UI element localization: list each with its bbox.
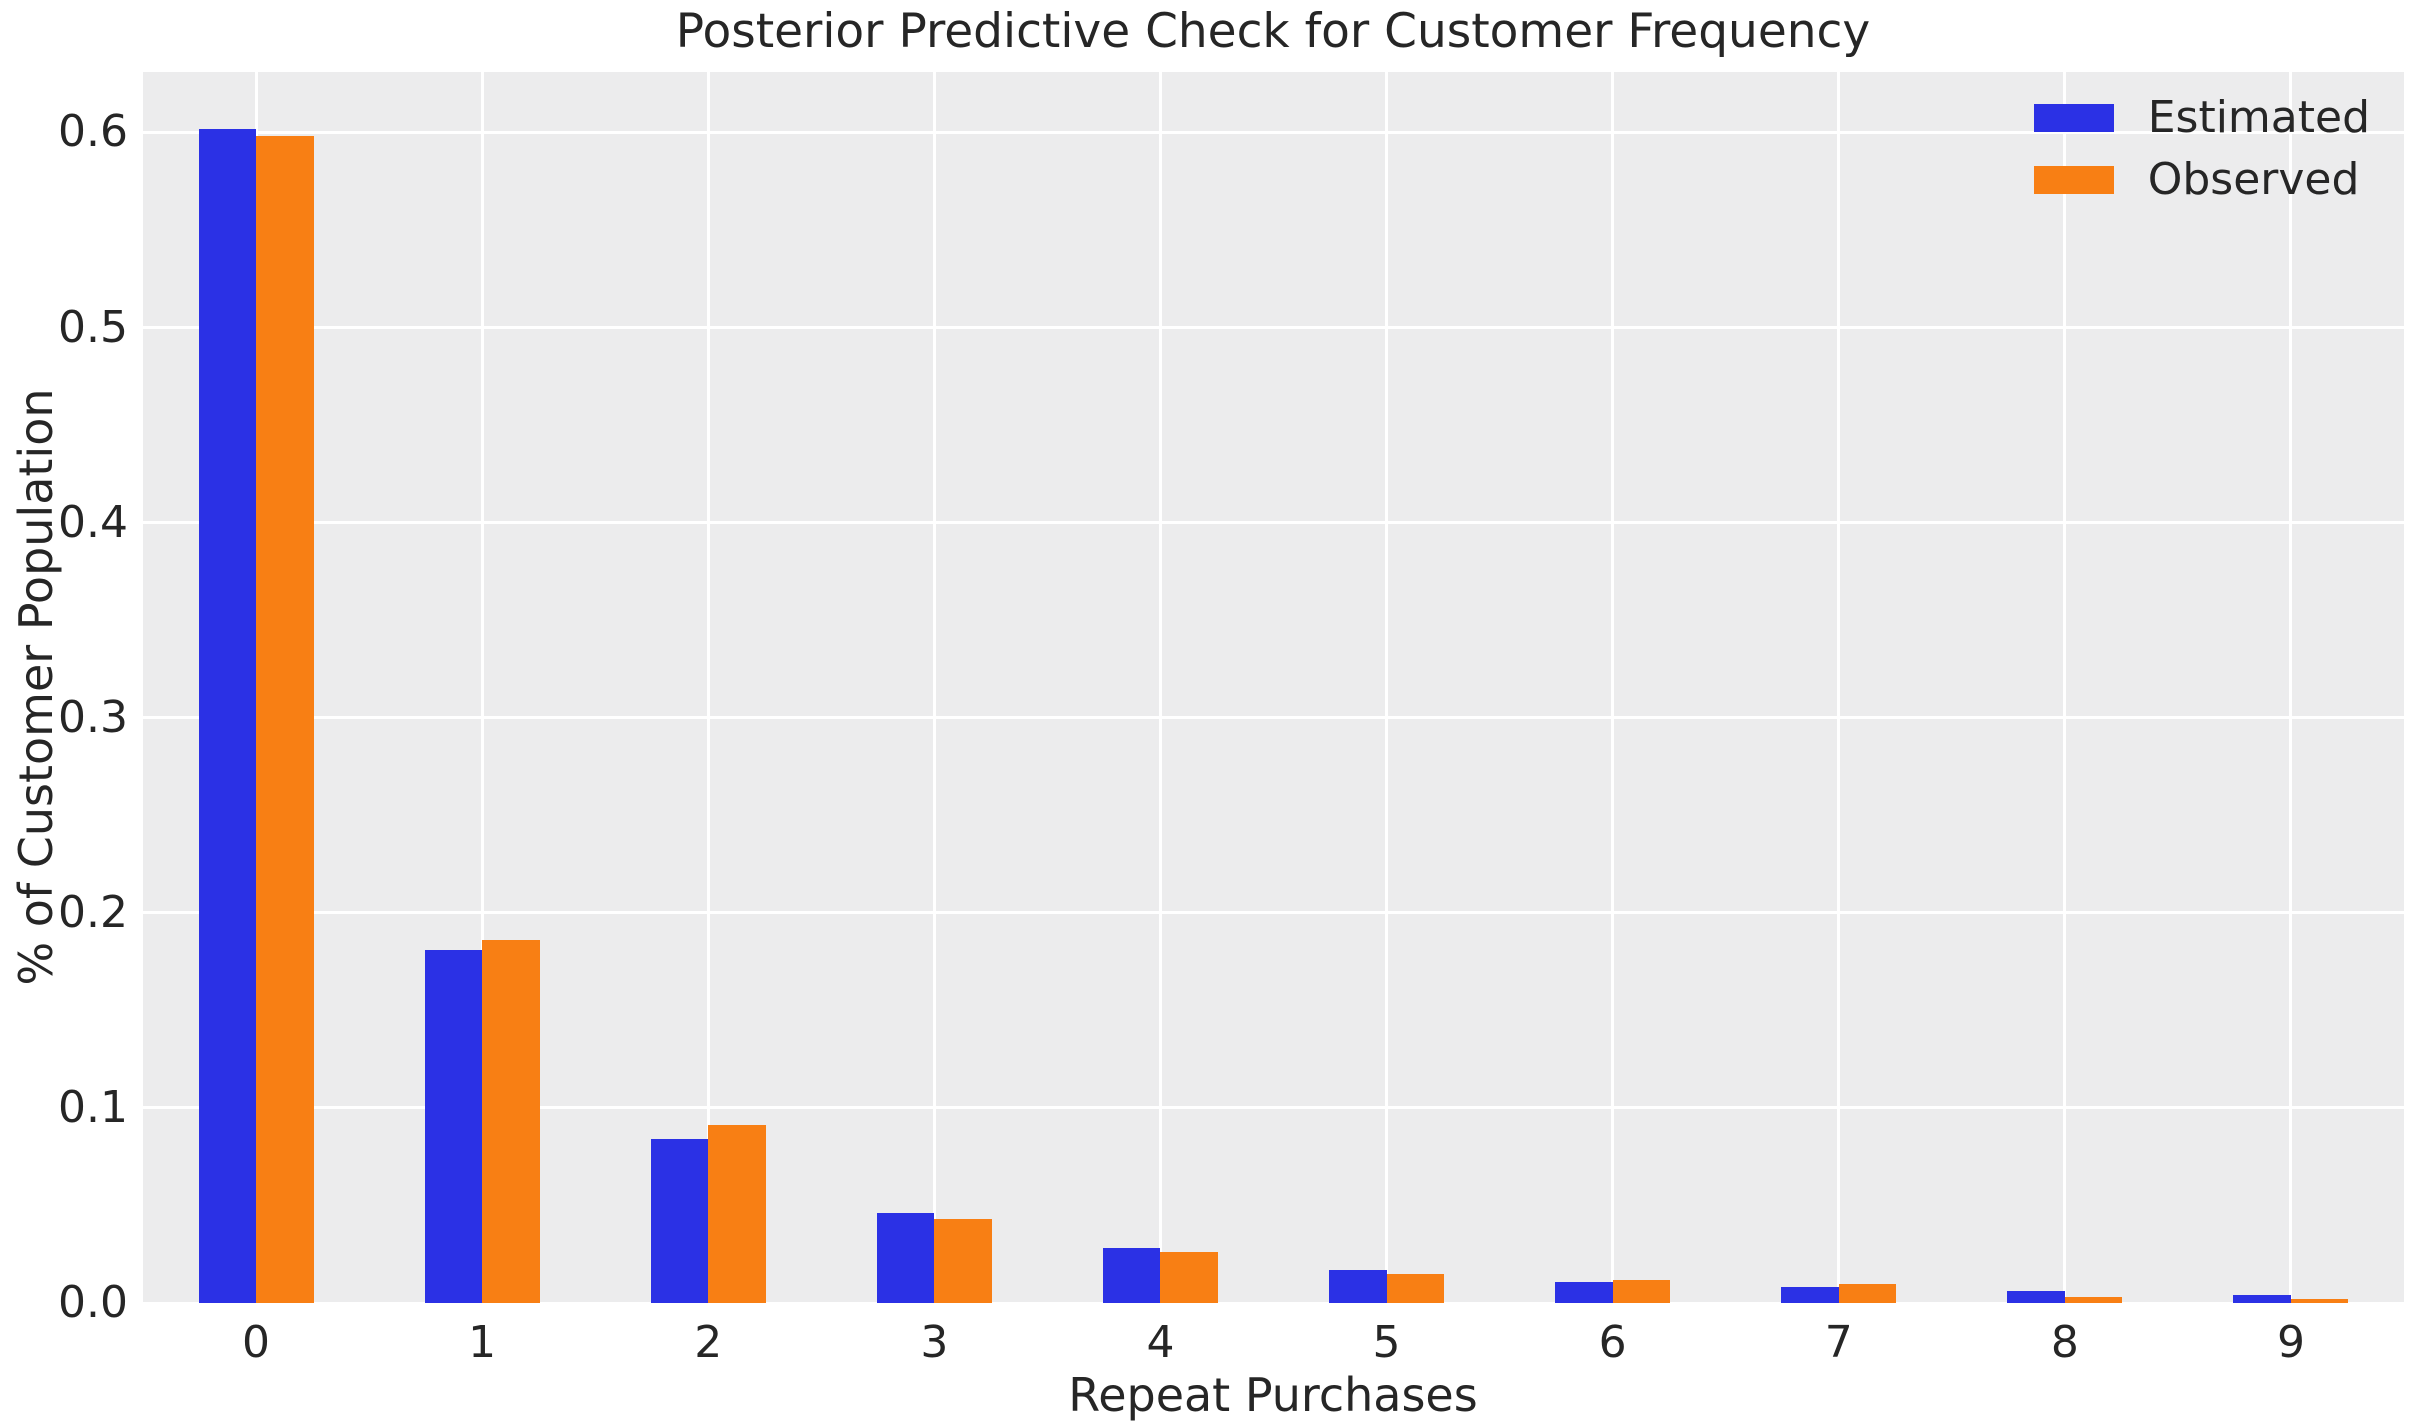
gridline-vertical-1	[480, 72, 484, 1303]
gridline-horizontal-0.6	[143, 130, 2404, 134]
legend-swatch-estimated-icon	[2033, 104, 2114, 132]
y-tick-label-0.3: 0.3	[58, 691, 128, 743]
legend-label-estimated: Estimated	[2147, 92, 2370, 143]
gridline-horizontal-0.2	[143, 911, 2404, 915]
plot-area: Estimated Observed	[143, 72, 2404, 1305]
y-tick-label-0.2: 0.2	[58, 886, 128, 938]
bar-observed-3	[934, 1219, 992, 1303]
bar-observed-5	[1386, 1273, 1445, 1303]
bar-observed-4	[1160, 1252, 1218, 1303]
gridline-vertical-9	[2289, 72, 2293, 1303]
x-tick-label-5: 5	[1372, 1317, 1401, 1368]
bar-observed-1	[482, 940, 540, 1303]
y-tick-label-0.1: 0.1	[58, 1081, 128, 1133]
gridline-horizontal-0.0	[143, 1301, 2404, 1305]
chart-title: Posterior Predictive Check for Customer …	[675, 4, 1871, 59]
y-tick-label-0.4: 0.4	[58, 496, 128, 548]
gridline-vertical-5	[1385, 72, 1389, 1303]
gridline-vertical-2	[706, 72, 710, 1303]
bar-observed-7	[1838, 1283, 1897, 1303]
gridline-vertical-7	[1837, 72, 1841, 1303]
bar-estimated-8	[2007, 1291, 2065, 1303]
bar-estimated-3	[876, 1213, 935, 1303]
bar-estimated-7	[1781, 1287, 1839, 1303]
bar-observed-0	[256, 136, 314, 1303]
gridline-vertical-3	[932, 72, 936, 1303]
x-tick-label-8: 8	[2050, 1317, 2079, 1368]
x-axis-label: Repeat Purchases	[1068, 1368, 1478, 1422]
bar-estimated-2	[650, 1139, 709, 1303]
x-tick-label-3: 3	[920, 1317, 949, 1368]
bar-observed-9	[2290, 1299, 2349, 1303]
x-tick-label-4: 4	[1146, 1317, 1175, 1368]
x-tick-label-7: 7	[1824, 1317, 1853, 1368]
y-tick-label-0.5: 0.5	[58, 301, 128, 353]
bar-estimated-5	[1329, 1269, 1387, 1303]
bar-estimated-4	[1102, 1248, 1161, 1303]
bar-estimated-1	[424, 949, 483, 1303]
gridline-horizontal-0.4	[143, 521, 2404, 525]
bar-estimated-9	[2233, 1295, 2291, 1303]
bar-estimated-0	[198, 128, 257, 1303]
y-tick-label-0.0: 0.0	[58, 1277, 128, 1328]
gridline-horizontal-0.5	[143, 326, 2404, 330]
bar-observed-2	[708, 1125, 766, 1303]
legend-label-observed: Observed	[2147, 154, 2360, 205]
legend-item-estimated: Estimated	[2033, 92, 2370, 143]
x-tick-label-0: 0	[242, 1317, 271, 1368]
bar-estimated-6	[1555, 1281, 1613, 1303]
gridline-horizontal-0.3	[143, 716, 2404, 720]
x-tick-label-1: 1	[468, 1317, 497, 1368]
legend-item-observed: Observed	[2033, 154, 2370, 205]
legend: Estimated Observed	[2033, 92, 2370, 205]
y-tick-label-0.6: 0.6	[58, 106, 128, 158]
legend-swatch-observed-icon	[2033, 166, 2114, 194]
x-tick-label-6: 6	[1598, 1317, 1627, 1368]
x-tick-label-9: 9	[2276, 1317, 2305, 1368]
bar-observed-6	[1612, 1279, 1671, 1303]
bar-observed-8	[2064, 1297, 2123, 1303]
gridline-vertical-6	[1611, 72, 1615, 1303]
x-tick-label-2: 2	[694, 1317, 723, 1368]
gridline-horizontal-0.1	[143, 1106, 2404, 1110]
gridline-vertical-8	[2063, 72, 2067, 1303]
y-axis-label: % of Customer Population	[9, 388, 63, 986]
gridline-vertical-4	[1158, 72, 1162, 1303]
